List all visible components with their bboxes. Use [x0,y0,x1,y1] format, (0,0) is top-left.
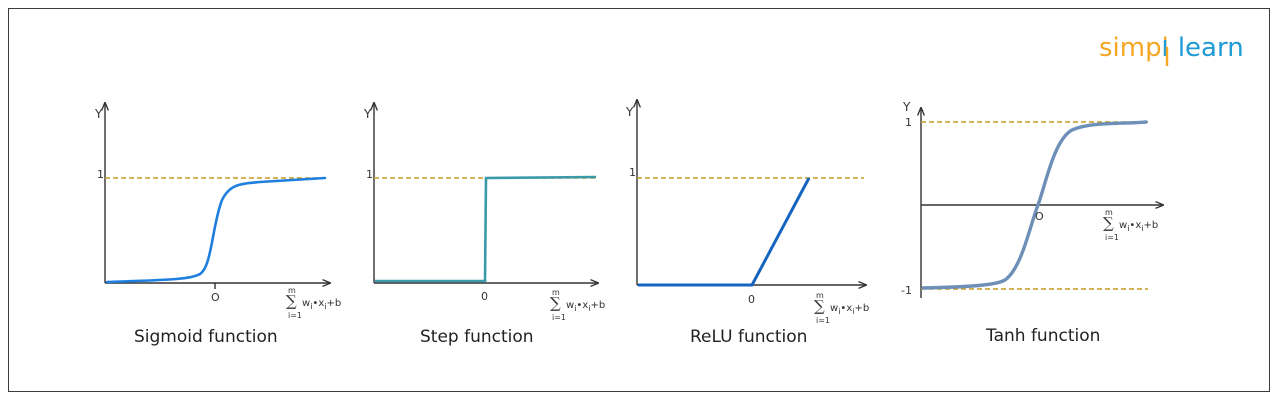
svg-text:wi•xi+b: wi•xi+b [1119,220,1158,233]
svg-text:wi•xi+b: wi•xi+b [830,303,869,316]
step-caption: Step function [420,327,534,347]
step-panel: Y 1 0 m ∑ i=1 wi•xi+b Step function [363,103,605,347]
relu-y-label: Y [625,105,634,119]
svg-text:∑: ∑ [1103,214,1114,232]
simplilearn-logo: simpl learn [1099,33,1244,66]
svg-text:∑: ∑ [550,294,561,312]
sigmoid-x-formula: m ∑ i=1 wi•xi+b [286,286,341,320]
relu-curve [638,177,811,287]
svg-text:i=1: i=1 [552,313,566,322]
svg-text:m: m [1105,208,1113,217]
svg-text:m: m [552,288,560,297]
sigmoid-panel: Y 1 O m ∑ i=1 wi•xi+b Sigmoid function [94,103,341,347]
sigmoid-caption: Sigmoid function [134,327,278,347]
svg-text:i=1: i=1 [816,316,830,325]
tanh-y-label: Y [902,100,911,114]
relu-x-formula: m ∑ i=1 wi•xi+b [814,291,869,325]
tanh-panel: Y 1 -1 O m ∑ i=1 wi•xi+b Tanh function [901,100,1163,346]
svg-text:i=1: i=1 [288,311,302,320]
sigmoid-one-label: 1 [97,168,104,181]
step-curve [375,175,597,283]
tanh-x-formula: m ∑ i=1 wi•xi+b [1103,208,1158,242]
svg-text:∑: ∑ [814,297,825,315]
step-y-label: Y [363,107,372,121]
relu-origin-label: 0 [748,293,755,306]
sigmoid-curve [105,176,327,284]
svg-text:m: m [288,286,296,295]
relu-panel: Y 1 0 m ∑ i=1 wi•xi+b ReLU function [625,100,869,347]
step-one-label: 1 [366,168,373,181]
svg-text:i=1: i=1 [1105,233,1119,242]
relu-caption: ReLU function [690,327,807,347]
sigmoid-y-label: Y [94,107,103,121]
svg-text:wi•xi+b: wi•xi+b [566,300,605,313]
svg-text:m: m [816,291,824,300]
tanh-one-label: 1 [905,116,912,129]
step-x-formula: m ∑ i=1 wi•xi+b [550,288,605,322]
tanh-curve [921,120,1148,290]
tanh-origin-label: O [1035,210,1044,223]
step-origin-label: 0 [481,290,488,303]
tanh-caption: Tanh function [985,326,1100,346]
logo-part-simpl: simpl [1099,33,1169,63]
logo-part-learn: learn [1178,33,1244,63]
sigmoid-origin-label: O [211,291,220,304]
relu-one-label: 1 [629,166,636,179]
svg-text:wi•xi+b: wi•xi+b [302,298,341,311]
figure-frame [8,8,1270,392]
tanh-minus-one-label: -1 [901,284,912,297]
svg-text:∑: ∑ [286,292,297,310]
